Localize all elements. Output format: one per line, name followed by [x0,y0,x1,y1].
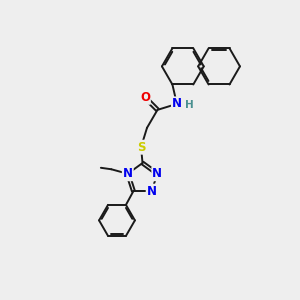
Text: S: S [137,141,145,154]
Text: N: N [152,167,162,180]
Text: N: N [123,167,133,180]
Text: O: O [140,91,150,104]
Text: N: N [172,98,182,110]
Text: H: H [185,100,194,110]
Text: N: N [147,184,157,198]
